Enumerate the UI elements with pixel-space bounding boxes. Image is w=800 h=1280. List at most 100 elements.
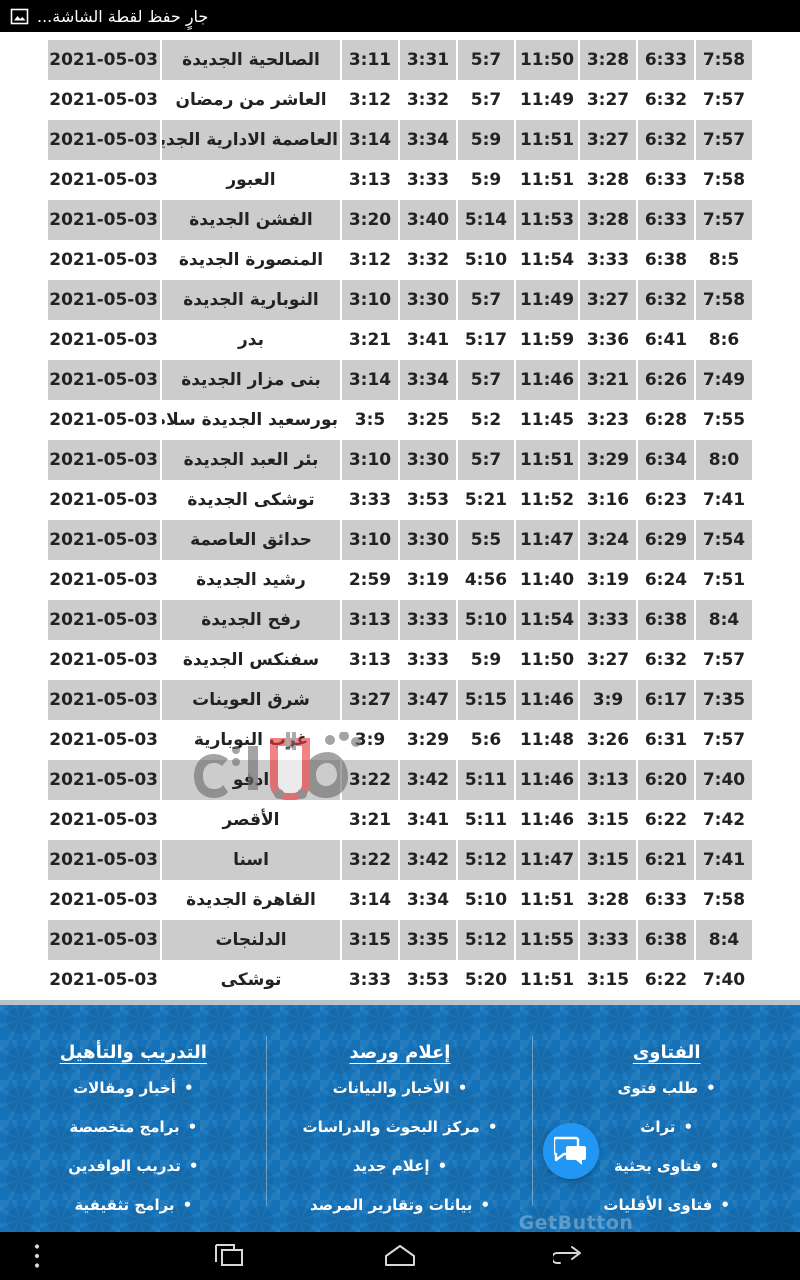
cell-time-3: 3:28 [580,200,636,240]
footer-link[interactable]: الأخبار والبيانات [267,1079,534,1098]
cell-time-3: 3:24 [580,520,636,560]
footer-list-media: الأخبار والبيانات مركز البحوث والدراسات … [267,1079,534,1215]
footer-link[interactable]: تدريب الوافدين [0,1157,267,1176]
cell-time-4: 11:59 [516,320,578,360]
home-icon[interactable] [372,1232,428,1280]
cell-date: 2021-05-03 [48,120,160,160]
footer-link[interactable]: فتاوى الأقليات [533,1196,800,1215]
footer-link[interactable]: مركز البحوث والدراسات [267,1118,534,1137]
cell-time-6: 3:32 [400,80,456,120]
table-row: 8:6 6:41 3:36 11:59 5:17 3:41 3:21 بدر 2021-05-0… [48,320,752,360]
cell-time-3: 3:33 [580,600,636,640]
table-row: 7:55 6:28 3:23 11:45 5:2 3:25 3:5 بورسعيد الجدي… [48,400,752,440]
cell-time-7: 3:13 [342,600,398,640]
footer-heading-media[interactable]: إعلام ورصد [349,1042,451,1063]
chat-widget-button[interactable] [543,1123,599,1179]
cell-time-4: 11:49 [516,80,578,120]
footer-link[interactable]: برامج متخصصة [0,1118,267,1137]
cell-time-4: 11:48 [516,720,578,760]
cell-time-1: 7:57 [696,720,752,760]
footer-link[interactable]: إعلام جديد [267,1157,534,1176]
cell-time-2: 6:38 [638,920,694,960]
footer-top-divider [0,1000,800,1005]
table-row: 7:57 6:32 3:27 11:49 5:7 3:32 3:12 العاشر من رم… [48,80,752,120]
cell-time-4: 11:49 [516,280,578,320]
cell-time-5: 5:14 [458,200,514,240]
cell-time-6: 3:34 [400,360,456,400]
cell-time-2: 6:38 [638,240,694,280]
table-row: 8:4 6:38 3:33 11:54 5:10 3:33 3:13 رفح الجديدة 2… [48,600,752,640]
footer-link[interactable]: فتاوى بحثية [533,1157,800,1176]
cell-time-7: 3:14 [342,880,398,920]
cell-time-5: 5:6 [458,720,514,760]
footer-link[interactable]: طلب فتوى [533,1079,800,1098]
cell-time-2: 6:38 [638,600,694,640]
footer-link[interactable]: تراث [533,1118,800,1137]
cell-time-5: 5:7 [458,360,514,400]
cell-time-6: 3:32 [400,240,456,280]
image-icon [10,7,29,26]
cell-city: الصالحية الجديدة [162,40,340,80]
cell-date: 2021-05-03 [48,520,160,560]
footer-link[interactable]: برامج تثقيفية [0,1196,267,1215]
cell-city: العبور [162,160,340,200]
footer-heading-fatwa[interactable]: الفتاوى [632,1042,701,1063]
footer-link[interactable]: أخبار ومقالات [0,1079,267,1098]
cell-time-1: 7:40 [696,960,752,1000]
cell-time-3: 3:23 [580,400,636,440]
cell-time-5: 5:11 [458,760,514,800]
cell-time-3: 3:15 [580,800,636,840]
menu-dots-icon[interactable] [14,1232,60,1280]
cell-time-7: 3:12 [342,80,398,120]
table-row: 7:58 6:33 3:28 11:51 5:10 3:34 3:14 القاهرة الج… [48,880,752,920]
recent-apps-icon[interactable] [202,1232,258,1280]
cell-time-6: 3:34 [400,120,456,160]
cell-time-5: 5:11 [458,800,514,840]
footer-column-training: التدريب والتأهيل أخبار ومقالات برامج متخ… [0,1006,267,1232]
table-row: 7:40 6:22 3:15 11:51 5:20 3:53 3:33 توشكى 2021-0… [48,960,752,1000]
cell-time-7: 3:22 [342,760,398,800]
cell-city: اسنا [162,840,340,880]
cell-time-3: 3:28 [580,160,636,200]
cell-time-2: 6:22 [638,960,694,1000]
back-arrow-icon[interactable] [542,1232,598,1280]
cell-time-2: 6:32 [638,640,694,680]
cell-time-2: 6:41 [638,320,694,360]
cell-date: 2021-05-03 [48,80,160,120]
cell-time-5: 5:9 [458,160,514,200]
table-row: 8:0 6:34 3:29 11:51 5:7 3:30 3:10 بئر العبد الج… [48,440,752,480]
table-row: 7:41 6:23 3:16 11:52 5:21 3:53 3:33 توشكى الجدي… [48,480,752,520]
cell-time-2: 6:28 [638,400,694,440]
cell-date: 2021-05-03 [48,840,160,880]
footer-column-media: إعلام ورصد الأخبار والبيانات مركز البحوث… [267,1006,534,1232]
chat-bubbles-icon [554,1136,588,1166]
table-row: 7:35 6:17 3:9 11:46 5:15 3:47 3:27 شرق العوينات… [48,680,752,720]
cell-time-5: 5:20 [458,960,514,1000]
cell-time-5: 5:17 [458,320,514,360]
cell-time-6: 3:33 [400,640,456,680]
cell-date: 2021-05-03 [48,320,160,360]
cell-time-1: 8:5 [696,240,752,280]
cell-city: العاصمة الادارية الجديدة [162,120,340,160]
cell-date: 2021-05-03 [48,680,160,720]
cell-time-5: 5:10 [458,600,514,640]
android-navigation-bar [0,1232,800,1280]
cell-time-6: 3:42 [400,840,456,880]
cell-city: بئر العبد الجديدة [162,440,340,480]
cell-time-7: 3:10 [342,440,398,480]
footer-list-training: أخبار ومقالات برامج متخصصة تدريب الوافدي… [0,1079,267,1215]
cell-time-2: 6:17 [638,680,694,720]
cell-time-2: 6:22 [638,800,694,840]
cell-time-6: 3:31 [400,40,456,80]
cell-time-1: 7:41 [696,480,752,520]
footer-geometric-pattern [0,1000,800,1232]
footer-heading-training[interactable]: التدريب والتأهيل [59,1042,207,1063]
cell-time-5: 5:12 [458,920,514,960]
cell-time-6: 3:30 [400,520,456,560]
cell-time-3: 3:15 [580,840,636,880]
cell-time-1: 7:58 [696,880,752,920]
table-row: 7:42 6:22 3:15 11:46 5:11 3:41 3:21 الأقصر 2021-… [48,800,752,840]
footer-link[interactable]: بيانات وتقارير المرصد [267,1196,534,1215]
cell-time-2: 6:26 [638,360,694,400]
